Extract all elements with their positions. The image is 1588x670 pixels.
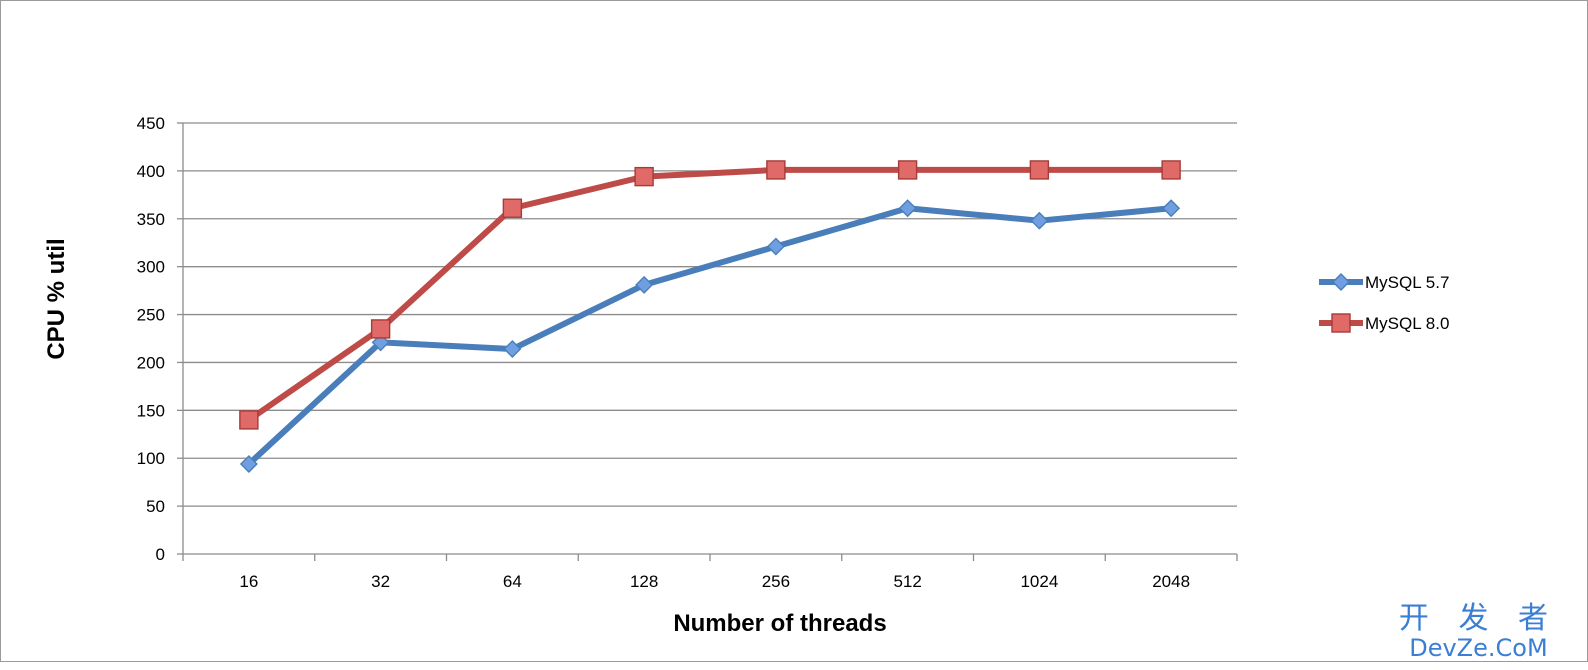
y-tick-label: 350 (137, 210, 165, 229)
y-tick-label: 250 (137, 306, 165, 325)
y-tick-label: 300 (137, 258, 165, 277)
data-point (634, 166, 654, 187)
legend: MySQL 5.7 MySQL 8.0 (1319, 273, 1449, 333)
x-axis-title: Number of threads (673, 610, 886, 637)
gridlines (183, 122, 1237, 507)
y-tick-label: 400 (137, 162, 165, 181)
data-point (1029, 160, 1050, 180)
data-point (1030, 211, 1049, 230)
y-tick-label: 200 (137, 353, 165, 372)
series-mysql-5-7 (239, 199, 1181, 473)
data-point (239, 454, 258, 473)
data-point (897, 160, 918, 180)
legend-item: MySQL 8.0 (1319, 313, 1449, 333)
data-point (370, 319, 391, 339)
legend-item: MySQL 5.7 (1319, 273, 1449, 292)
x-tick-labels: 16 32 64 128 256 512 1024 2048 (239, 572, 1190, 591)
y-tick-label: 150 (137, 401, 165, 420)
data-point (1332, 273, 1350, 291)
y-tick-label: 0 (156, 545, 165, 564)
y-axis-title: CPU % util (43, 238, 70, 359)
data-point (766, 160, 786, 180)
x-tick-label: 64 (503, 572, 522, 591)
x-tick-label: 1024 (1020, 572, 1058, 591)
series-layer (239, 160, 1181, 473)
data-point (898, 199, 917, 218)
watermark-logo: 开 发 者 DevZe.CoM (1398, 601, 1558, 662)
data-point (503, 340, 522, 359)
x-tick-label: 16 (239, 572, 258, 591)
data-point (1161, 160, 1181, 180)
series-line (245, 166, 1175, 423)
x-tick-label: 256 (762, 572, 790, 591)
y-tick-label: 100 (137, 449, 165, 468)
watermark-line1: 开 发 者 (1398, 601, 1558, 636)
x-tick-label: 128 (630, 572, 658, 591)
data-point (1162, 199, 1181, 218)
data-point (635, 275, 654, 294)
watermark-line2: DevZe.CoM (1409, 634, 1548, 662)
y-tick-label: 450 (137, 114, 165, 133)
legend-label: MySQL 8.0 (1365, 314, 1449, 333)
series-line (245, 205, 1175, 467)
axes (177, 122, 1238, 561)
x-tick-label: 2048 (1152, 572, 1190, 591)
x-tick-label: 512 (893, 572, 921, 591)
series-mysql-8-0 (239, 160, 1181, 430)
data-point (766, 237, 785, 256)
x-tick-label: 32 (371, 572, 390, 591)
data-point (1331, 313, 1351, 333)
legend-label: MySQL 5.7 (1365, 273, 1449, 292)
data-point (502, 198, 523, 218)
data-point (239, 410, 259, 430)
y-tick-labels: 0 50 100 150 200 250 300 350 400 450 (137, 114, 165, 564)
y-tick-label: 50 (146, 497, 165, 516)
